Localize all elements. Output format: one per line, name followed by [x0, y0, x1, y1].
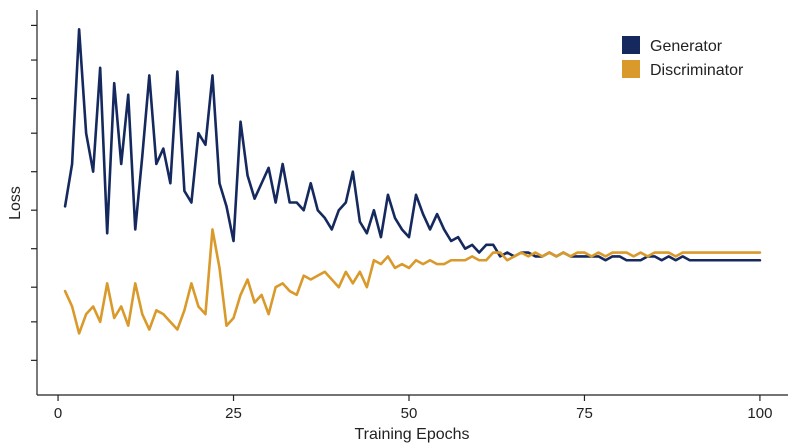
series-line-generator	[63, 27, 762, 262]
y-axis-label: Loss	[7, 186, 24, 220]
legend-label-generator: Generator	[650, 38, 723, 55]
x-tick-label-2: 50	[401, 405, 418, 422]
x-ticks: 0 25 50 75 100	[54, 395, 772, 422]
y-ticks	[31, 24, 37, 361]
x-axis-label: Training Epochs	[354, 426, 469, 443]
series-lines	[63, 27, 762, 335]
x-tick-label-4: 100	[747, 405, 772, 422]
legend: Generator Discriminator	[622, 36, 744, 79]
series-line-discriminator	[63, 228, 762, 335]
legend-label-discriminator: Discriminator	[650, 62, 744, 79]
axes: 0 25 50 75 100	[31, 10, 788, 422]
legend-swatch-generator	[622, 36, 640, 54]
legend-swatch-discriminator	[622, 60, 640, 78]
x-tick-label-0: 0	[54, 405, 62, 422]
x-tick-label-1: 25	[225, 405, 242, 422]
x-tick-label-3: 75	[576, 405, 593, 422]
